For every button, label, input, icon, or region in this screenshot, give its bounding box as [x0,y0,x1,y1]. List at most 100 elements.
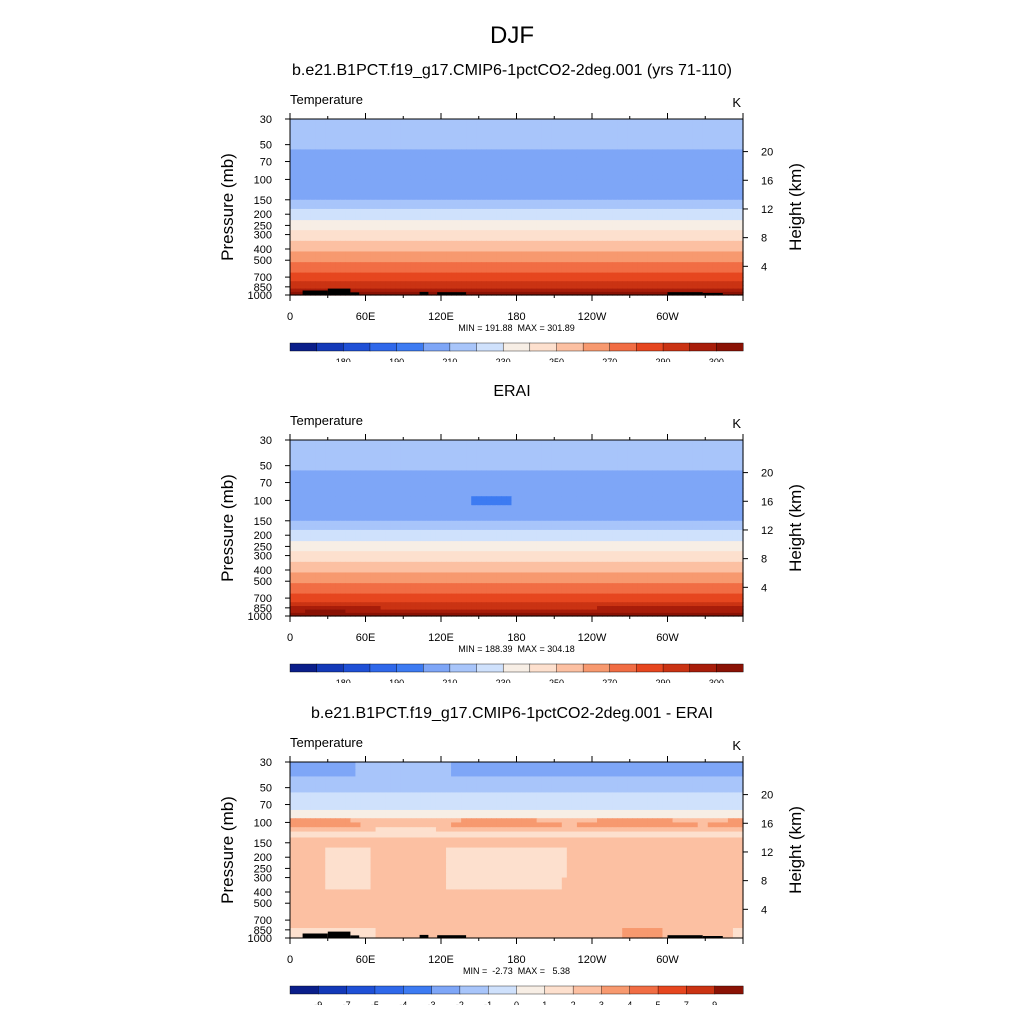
contour-cell [441,521,447,526]
contour-cell [345,209,351,215]
contour-cell [567,205,573,210]
contour-cell [733,127,739,134]
contour-cell [522,510,528,517]
contour-cell [572,133,578,140]
contour-cell [506,189,512,196]
contour-cell [436,268,442,274]
contour-cell [567,175,573,180]
contour-cell [527,475,533,480]
contour-cell [678,466,684,471]
contour-cell [657,149,663,154]
contour-cell [733,119,739,127]
contour-cell [501,235,507,242]
contour-cell [547,175,553,180]
contour-cell [632,209,638,215]
contour-cell [441,162,447,168]
contour-cell [597,488,603,493]
contour-cell [708,277,714,282]
contour-cell [335,225,341,230]
contour-cell [537,483,543,489]
contour-cell [436,205,442,210]
contour-cell [310,448,316,455]
contour-cell [340,158,346,162]
contour-cell [532,220,538,226]
contour-cell [396,515,402,521]
contour-cell [637,246,643,252]
contour-cell [688,139,694,145]
contour-cell [592,214,598,221]
contour-cell [426,448,432,455]
contour-cell [436,479,442,483]
contour-cell [683,158,689,162]
contour-cell [607,162,613,168]
contour-cell [481,194,487,200]
contour-cell [627,257,633,263]
x-tick-label: 60E [356,311,376,323]
contour-cell [572,488,578,493]
contour-cell [300,119,306,127]
contour-cell [506,466,512,471]
contour-cell [416,466,422,471]
contour-cell [360,257,366,263]
contour-cell [703,454,709,461]
contour-cell [381,510,387,517]
contour-cell [647,235,653,242]
contour-cell [527,154,533,159]
contour-cell [582,145,588,150]
contour-cell [587,479,593,483]
contour-cell [713,214,719,221]
contour-cell [713,526,719,531]
contour-cell [396,454,402,461]
contour-cell [310,194,316,200]
contour-cell [577,184,583,189]
contour-cell [376,127,382,134]
contour-cell [461,440,467,448]
contour-cell [491,251,497,257]
contour-cell [345,488,351,493]
contour-cell [733,145,739,150]
contour-cell [708,119,714,127]
contour-cell [693,171,699,176]
contour-cell [713,127,719,134]
contour-cell [688,235,694,242]
contour-cell [582,273,588,278]
contour-cell [622,184,628,189]
contour-cell [355,466,361,471]
contour-cell [632,475,638,480]
contour-cell [612,241,618,247]
contour-cell [517,154,523,159]
contour-cell [396,235,402,242]
contour-cell [431,246,437,252]
contour-cell [355,189,361,196]
contour-cell [527,460,533,466]
contour-cell [532,479,538,483]
contour-cell [376,145,382,150]
contour-cell [466,154,472,159]
contour-cell [386,167,392,172]
contour-cell [557,273,563,278]
contour-cell [577,510,583,517]
contour-cell [657,230,663,235]
contour-cell [517,214,523,221]
contour-cell [471,268,477,274]
contour-cell [562,454,568,461]
contour-cell [673,214,679,221]
contour-cell [355,515,361,521]
contour-cell [683,479,689,483]
contour-cell [466,257,472,263]
contour-cell [632,200,638,205]
contour-cell [612,483,618,489]
contour-cell [335,133,341,140]
contour-cell [386,526,392,531]
contour-cell [345,154,351,159]
contour-cell [557,483,563,489]
contour-cell [471,262,477,268]
contour-cell [582,448,588,455]
contour-cell [401,475,407,480]
contour-cell [673,179,679,184]
contour-cell [386,285,392,289]
contour-cell [642,225,648,230]
contour-cell [562,257,568,263]
contour-cell [668,149,674,154]
contour-cell [713,483,719,489]
